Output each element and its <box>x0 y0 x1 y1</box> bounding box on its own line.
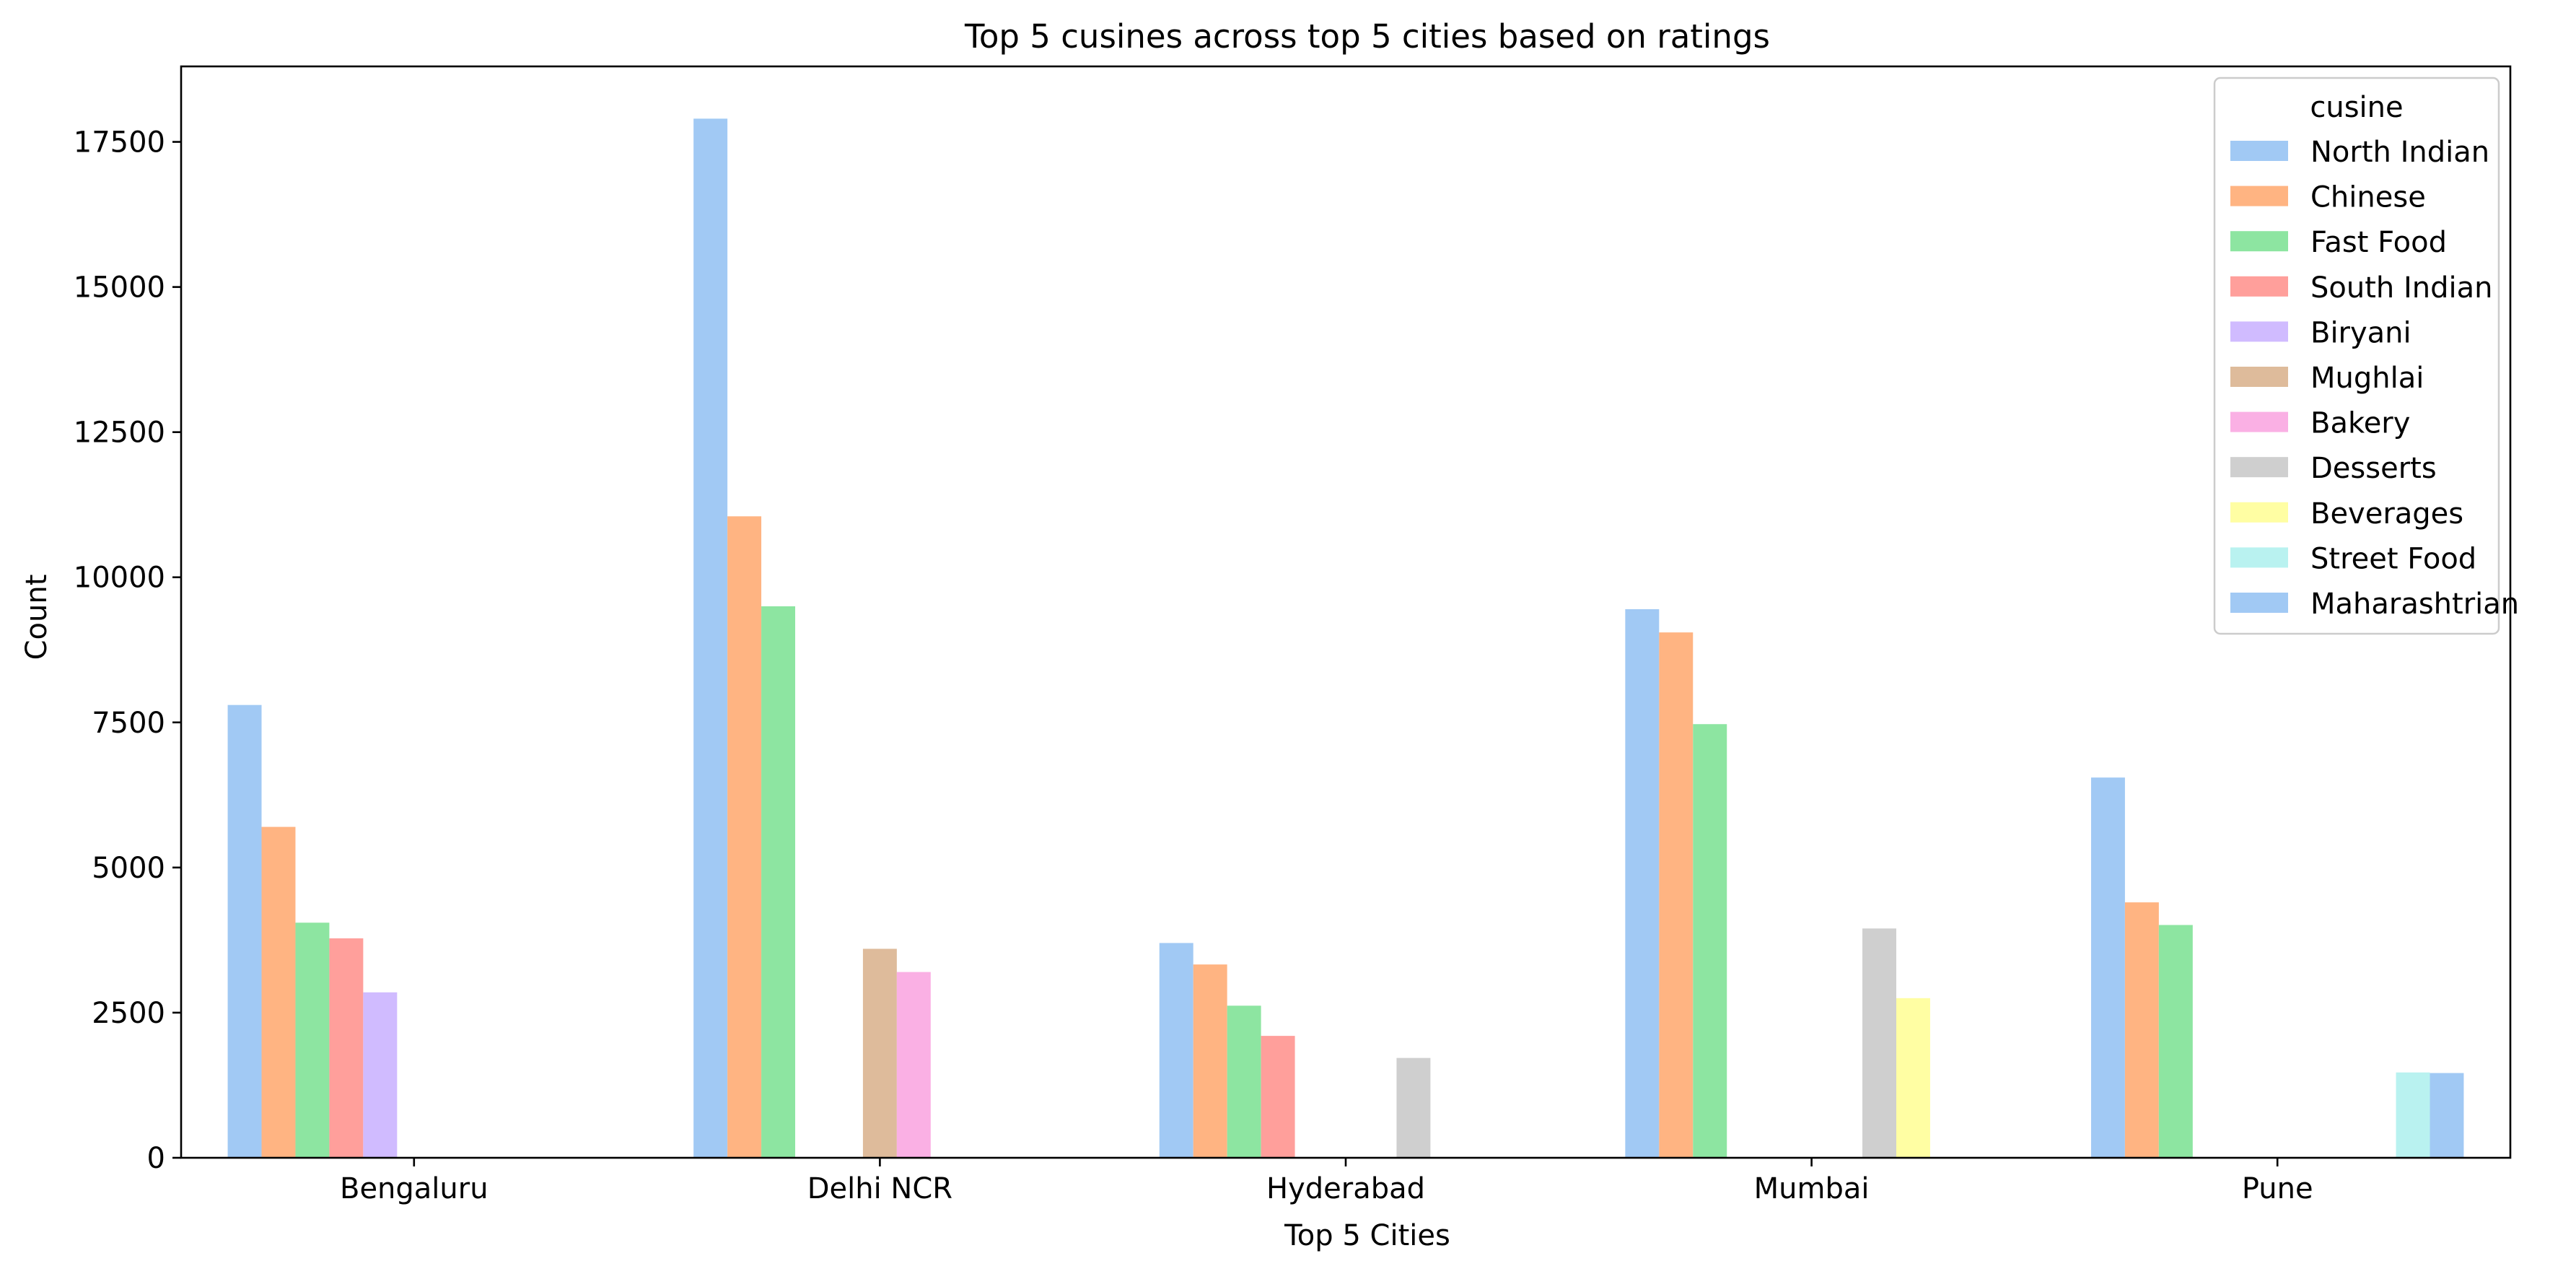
legend-swatch-beverages <box>2230 502 2288 523</box>
y-tick-label: 2500 <box>92 997 165 1030</box>
legend-swatch-biryani <box>2230 321 2288 342</box>
y-tick-label: 12500 <box>74 416 165 450</box>
chart-title: Top 5 cusines across top 5 cities based … <box>964 17 1770 56</box>
legend-swatch-south-indian <box>2230 276 2288 297</box>
legend-box <box>2213 77 2500 635</box>
legend-swatch-street-food <box>2230 547 2288 568</box>
legend-swatch-chinese <box>2230 186 2288 206</box>
y-tick-label: 10000 <box>74 562 165 595</box>
legend-swatch-bakery <box>2230 411 2288 432</box>
legend-label-biryani: Biryani <box>2310 316 2411 349</box>
bar-delhi-ncr-fast-food <box>761 606 796 1158</box>
legend-label-mughlai: Mughlai <box>2310 362 2424 395</box>
legend-swatch-desserts <box>2230 457 2288 478</box>
bar-bengaluru-north-indian <box>227 704 262 1158</box>
x-axis-label: Top 5 Cities <box>1284 1219 1450 1252</box>
legend-swatch-maharashtrian <box>2230 593 2288 613</box>
bar-bengaluru-fast-food <box>295 922 330 1158</box>
bars-layer <box>227 118 2464 1158</box>
bar-mumbai-fast-food <box>1693 724 1727 1158</box>
y-tick-label: 7500 <box>92 707 165 740</box>
bar-mumbai-chinese <box>1659 632 1694 1158</box>
x-tick-label-hyderabad: Hyderabad <box>1266 1172 1425 1205</box>
bar-mumbai-north-indian <box>1625 608 1660 1158</box>
bar-mumbai-beverages <box>1896 998 1930 1158</box>
bar-bengaluru-chinese <box>261 826 296 1158</box>
x-tick-label-bengaluru: Bengaluru <box>340 1172 489 1205</box>
bar-hyderabad-north-indian <box>1159 943 1193 1158</box>
bar-mumbai-desserts <box>1862 928 1896 1158</box>
bar-pune-chinese <box>2124 902 2159 1158</box>
legend-label-south-indian: South Indian <box>2310 271 2492 305</box>
bar-pune-maharashtrian <box>2430 1073 2464 1158</box>
y-tick-label: 17500 <box>74 126 165 160</box>
legend-items: North Indian Chinese Fast Food South Indian… <box>2230 136 2519 621</box>
y-tick-label: 5000 <box>92 852 165 885</box>
bar-delhi-ncr-north-indian <box>693 118 728 1158</box>
bar-pune-north-indian <box>2090 777 2125 1158</box>
x-tick-label-delhi-ncr: Delhi NCR <box>807 1172 952 1205</box>
x-axis-ticks: Bengaluru Delhi NCR Hyderabad Mumbai Pune <box>340 1158 2313 1205</box>
bar-bengaluru-biryani <box>363 992 398 1158</box>
y-axis-ticks: 0 2500 5000 7500 10000 12500 15000 17500 <box>74 126 181 1175</box>
y-axis-label: Count <box>20 575 53 660</box>
legend-label-fast-food: Fast Food <box>2310 226 2447 259</box>
bar-delhi-ncr-bakery <box>896 972 931 1158</box>
plot-frame <box>180 65 2512 1159</box>
bar-hyderabad-chinese <box>1193 964 1227 1158</box>
legend-swatch-mughlai <box>2230 367 2288 387</box>
legend-label-north-indian: North Indian <box>2310 136 2489 169</box>
bar-pune-fast-food <box>2158 925 2193 1158</box>
x-tick-label-pune: Pune <box>2242 1172 2313 1205</box>
x-tick-label-mumbai: Mumbai <box>1754 1172 1870 1205</box>
bar-bengaluru-south-indian <box>329 938 364 1158</box>
legend-label-street-food: Street Food <box>2310 542 2476 575</box>
legend: cusine North Indian Chinese Fast Food South… <box>2213 77 2519 635</box>
legend-label-beverages: Beverages <box>2310 497 2463 531</box>
legend-label-maharashtrian: Maharashtrian <box>2310 588 2519 621</box>
bar-hyderabad-fast-food <box>1227 1005 1261 1158</box>
legend-swatch-fast-food <box>2230 231 2288 252</box>
legend-label-chinese: Chinese <box>2310 181 2426 214</box>
legend-title: cusine <box>2310 91 2403 124</box>
legend-label-desserts: Desserts <box>2310 452 2437 485</box>
legend-label-bakery: Bakery <box>2310 407 2410 440</box>
bar-hyderabad-desserts <box>1396 1057 1431 1158</box>
bar-hyderabad-south-indian <box>1261 1036 1295 1158</box>
bar-pune-street-food <box>2396 1072 2430 1158</box>
y-tick-label: 15000 <box>74 271 165 305</box>
legend-swatch-north-indian <box>2230 141 2288 161</box>
y-tick-label: 0 <box>147 1142 165 1175</box>
bar-delhi-ncr-mughlai <box>862 948 897 1158</box>
bar-delhi-ncr-chinese <box>727 516 762 1158</box>
